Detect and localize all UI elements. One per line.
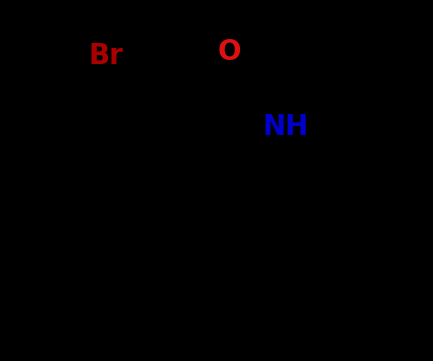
Text: Br: Br	[89, 42, 123, 70]
Text: NH: NH	[263, 113, 309, 141]
Text: O: O	[218, 38, 241, 66]
